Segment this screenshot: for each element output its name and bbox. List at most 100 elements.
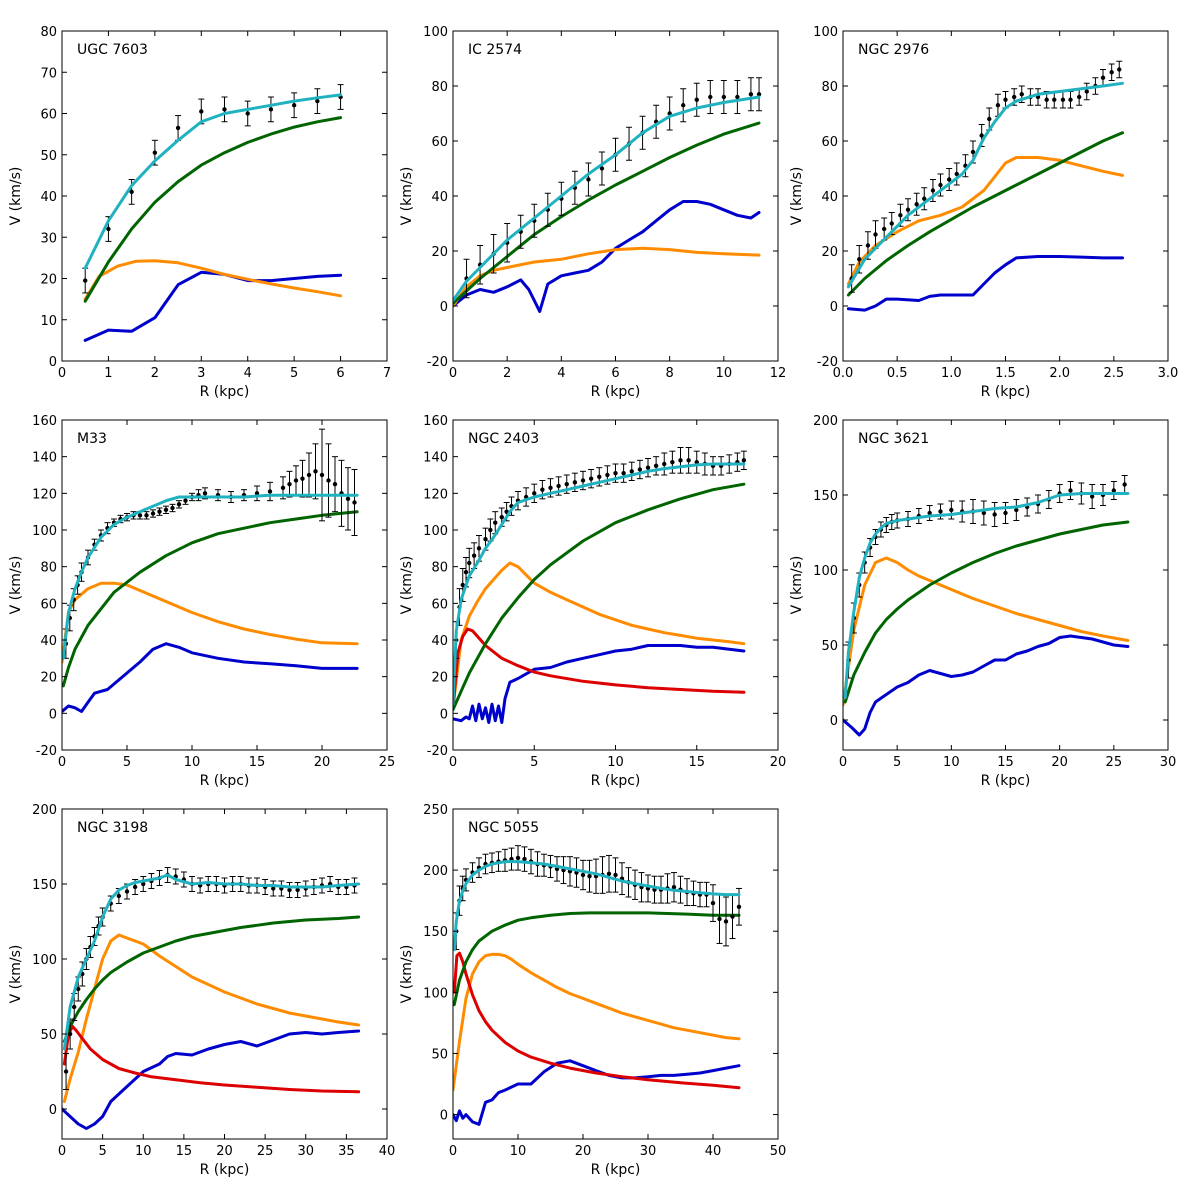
observed-point — [926, 505, 933, 521]
data-marker — [83, 278, 88, 283]
x-tick-label: 2 — [503, 366, 511, 381]
observed-point — [606, 854, 612, 893]
data-marker — [1014, 507, 1019, 513]
data-marker — [756, 92, 762, 97]
x-axis-label: R (kpc) — [591, 1162, 641, 1178]
x-axis-label: R (kpc) — [200, 1162, 250, 1178]
data-marker — [144, 513, 149, 518]
disk-curve — [846, 156, 1124, 286]
y-tick-label: 20 — [40, 273, 57, 288]
observed-point — [685, 447, 692, 474]
observed-point — [586, 859, 593, 893]
observed-point — [638, 872, 645, 903]
observed-point — [286, 882, 293, 898]
gas-curve — [62, 1029, 361, 1130]
x-axis-label: R (kpc) — [591, 384, 641, 400]
y-tick-label: 40 — [821, 190, 838, 205]
observed-point — [661, 452, 668, 476]
data-marker — [708, 94, 713, 100]
observed-point — [921, 187, 928, 211]
observed-point — [140, 876, 147, 892]
observed-point — [864, 231, 871, 260]
data-marker — [613, 470, 618, 476]
y-tick-label: 0 — [440, 300, 448, 315]
x-tick-label: 1 — [104, 366, 112, 381]
y-tick-label: 60 — [431, 597, 448, 612]
data-marker — [653, 463, 659, 469]
x-tick-label: 20 — [314, 755, 331, 770]
data-marker — [981, 510, 987, 516]
observed-point — [306, 452, 312, 498]
observed-point — [645, 874, 651, 903]
y-tick-label: 40 — [40, 634, 57, 649]
x-tick-label: 3.0 — [1158, 366, 1179, 381]
halo-curve — [62, 510, 359, 688]
x-tick-label: 20 — [575, 1144, 592, 1159]
data-marker — [637, 467, 643, 472]
data-marker — [873, 232, 878, 237]
y-tick-label: 80 — [40, 561, 57, 576]
axes-frame — [452, 30, 779, 362]
data-marker — [599, 166, 605, 171]
y-tick-label: 100 — [423, 25, 448, 40]
data-marker — [532, 491, 537, 496]
observed-point — [1002, 502, 1009, 524]
disk-curve — [453, 561, 746, 710]
halo-curve — [843, 520, 1130, 704]
x-tick-label: 0 — [58, 1144, 66, 1159]
y-axis-label: V (km/s) — [8, 945, 24, 1004]
y-tick-label: 160 — [423, 414, 448, 429]
observed-point — [215, 489, 221, 502]
x-tick-label: 2 — [151, 366, 159, 381]
x-tick-label: 10 — [716, 366, 733, 381]
data-marker — [1052, 97, 1057, 102]
observed-point — [508, 847, 515, 871]
x-tick-label: 30 — [1160, 755, 1177, 770]
observed-point — [267, 481, 273, 502]
y-tick-label: 0 — [49, 355, 57, 370]
plot-area — [843, 475, 1130, 737]
observed-point — [620, 463, 627, 483]
plot-area — [846, 60, 1124, 312]
y-tick-label: 10 — [40, 314, 57, 329]
observed-point — [953, 162, 960, 186]
y-axis-label: V (km/s) — [789, 167, 805, 226]
y-axis-label: V (km/s) — [789, 556, 805, 615]
data-marker — [735, 94, 740, 100]
observed-point — [1076, 88, 1083, 106]
data-marker — [287, 481, 292, 487]
x-tick-label: 5 — [98, 1144, 106, 1159]
halo-curve — [453, 911, 741, 1007]
y-tick-label: 50 — [821, 639, 838, 654]
observed-point — [666, 96, 673, 131]
data-marker — [157, 509, 162, 514]
x-tick-label: 15 — [249, 755, 266, 770]
data-marker — [483, 536, 488, 542]
x-tick-label: 0.0 — [833, 366, 854, 381]
data-marker — [1019, 92, 1024, 97]
x-tick-label: 15 — [688, 755, 705, 770]
observed-point — [351, 469, 358, 536]
observed-point — [327, 876, 334, 892]
observed-point — [716, 894, 723, 944]
data-marker — [662, 461, 667, 467]
data-marker — [254, 491, 260, 496]
observed-point — [593, 858, 599, 894]
data-marker — [548, 485, 553, 491]
y-axis-label: V (km/s) — [8, 556, 24, 615]
data-marker — [63, 1069, 69, 1074]
y-tick-label: -20 — [817, 355, 838, 370]
data-marker — [970, 149, 976, 155]
halo-curve — [453, 121, 761, 305]
observed-point — [338, 459, 345, 527]
data-marker — [268, 107, 274, 112]
panel-title: NGC 5055 — [468, 820, 539, 836]
data-marker — [556, 483, 561, 489]
data-marker — [954, 171, 959, 177]
x-tick-label: 12 — [770, 366, 787, 381]
data-marker — [881, 226, 887, 232]
x-tick-label: 0.5 — [887, 366, 908, 381]
y-tick-label: 50 — [431, 1047, 448, 1062]
